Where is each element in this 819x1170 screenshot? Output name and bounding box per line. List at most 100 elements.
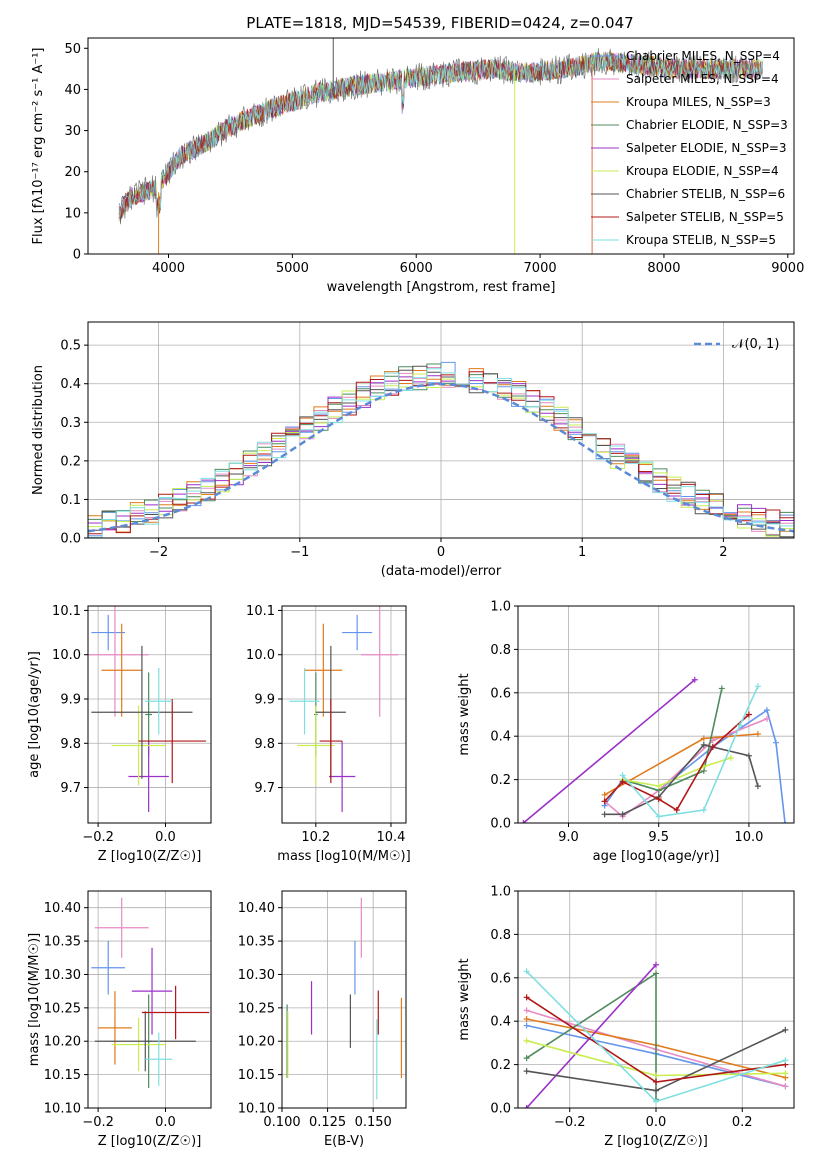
weight-marker [601,798,608,805]
plot-area [523,961,789,1108]
spectrum-series-line [118,52,763,220]
y-axis-label: mass weight [457,958,472,1040]
x-axis-label: (data-model)/error [381,564,502,579]
y-tick-label: 9.7 [60,781,81,796]
y-tick-label: 9.9 [60,693,81,708]
y-axis-label: mass [log10(M/M☉)] [27,933,42,1066]
panel-mass_vs_ebv: 0.100 0.125 0.150 10.10 10.15 10.20 10.25 10.30… [238,890,407,1149]
x-tick-label: 0.2 [732,1115,753,1130]
y-tick-label: 0.2 [490,1058,511,1073]
y-tick-label: 10.30 [238,968,275,983]
y-tick-label: 10.0 [52,648,81,663]
weight-line [604,713,750,812]
weight-line [604,744,759,816]
y-tick-label: 0.6 [490,971,511,986]
weight-marker [601,791,608,798]
x-tick-label: 9.5 [648,830,669,845]
weight-marker [700,741,707,748]
x-tick-label: 10.4 [376,830,405,845]
weight-marker [653,1087,659,1094]
weight-line [621,685,759,818]
y-tick-label: 0.1 [60,493,81,508]
weight-marker [782,1026,789,1033]
y-tick-label: 30 [64,124,81,139]
weight-marker [653,1098,659,1105]
plot-area [118,38,763,254]
y-axis-label: Flux [fλ10⁻¹⁷ erg cm⁻² s⁻¹ A⁻¹] [31,48,46,245]
y-tick-label: 50 [64,42,81,57]
x-tick-label: −2 [149,545,168,560]
axes-frame [87,37,795,255]
x-tick-label: 7000 [524,261,557,276]
legend-label: Salpeter STELIB, N_SSP=5 [626,210,784,224]
y-tick-label: 10.35 [44,935,81,950]
x-axis-label: Z [log10(Z/Z☉)] [98,849,202,864]
y-tick-label: 10.40 [238,901,275,916]
x-tick-label: 1 [578,545,586,560]
y-tick-label: 10.30 [44,968,81,983]
y-tick-label: 9.8 [60,737,81,752]
panel-weight_vs_Z: −0.2 0.0 0.2 0.0 0.2 0.4 0.6 0.8 1.0 Z [log10(Z/Z… [457,885,795,1149]
weight-marker [619,811,626,818]
x-tick-label: −0.2 [554,1115,586,1130]
y-tick-label: 0.4 [490,730,511,745]
y-tick-label: 10.40 [44,901,81,916]
y-axis-label: mass weight [457,673,472,755]
weight-marker [754,783,761,790]
legend-label: Kroupa MILES, N_SSP=3 [626,95,771,109]
y-tick-label: 0.8 [490,928,511,943]
axes-frame [281,605,407,824]
histogram-series [88,368,794,538]
plot-area [289,606,399,812]
weight-marker [727,754,734,761]
x-tick-label: 0.0 [155,1115,176,1130]
spectrum-series-line [118,51,763,218]
weight-marker [655,796,662,803]
weight-marker [653,1072,659,1079]
plot-area [88,361,794,538]
x-tick-label: 6000 [400,261,433,276]
x-axis-label: mass [log10(M/M☉)] [277,849,410,864]
y-tick-label: 9.9 [254,693,275,708]
weight-marker [523,1055,530,1062]
weight-marker [655,813,662,820]
y-tick-label: 0.3 [60,416,81,431]
y-tick-label: 10 [64,206,81,221]
legend-label: Kroupa STELIB, N_SSP=5 [626,233,776,247]
y-tick-label: 10.15 [44,1068,81,1083]
y-tick-label: 0.2 [60,454,81,469]
y-tick-label: 10.0 [246,648,275,663]
y-tick-label: 0.6 [490,686,511,701]
legend-label: Salpeter ELODIE, N_SSP=3 [626,141,787,155]
x-tick-label: 9000 [771,261,804,276]
axes-frame [281,890,407,1109]
panel-age_vs_Z: −0.2 0.0 9.7 9.8 9.9 10.0 10.1 Z [log10(Z/Z☉)] a… [27,604,212,864]
weight-marker [523,1022,530,1029]
weight-marker [763,715,770,722]
weight-marker [523,994,530,1001]
weight-marker [653,961,659,968]
normal-reference-curve [88,382,794,533]
y-tick-label: 20 [64,165,81,180]
x-tick-label: 4000 [152,261,185,276]
legend-label: Chabrier MILES, N_SSP=4 [626,49,780,63]
weight-marker [523,1105,530,1108]
panel-weight_vs_age: 9.0 9.5 10.0 0.0 0.2 0.4 0.6 0.8 1.0 age [log10(a… [457,600,795,864]
y-tick-label: 0.5 [60,339,81,354]
weight-marker [619,772,626,779]
y-tick-label: 0.0 [490,1102,511,1117]
legend-label: Chabrier STELIB, N_SSP=6 [626,187,785,201]
weight-marker [754,731,761,738]
plot-area [91,897,210,1088]
y-tick-label: 0.8 [490,643,511,658]
weight-marker [691,676,698,683]
weight-marker [709,744,716,751]
weight-marker [601,811,608,818]
weight-marker [700,735,707,742]
y-tick-label: 10.1 [246,604,275,619]
weight-marker [736,722,743,729]
weight-marker [523,1068,530,1075]
weight-line [604,733,758,796]
axes-frame [517,605,795,824]
